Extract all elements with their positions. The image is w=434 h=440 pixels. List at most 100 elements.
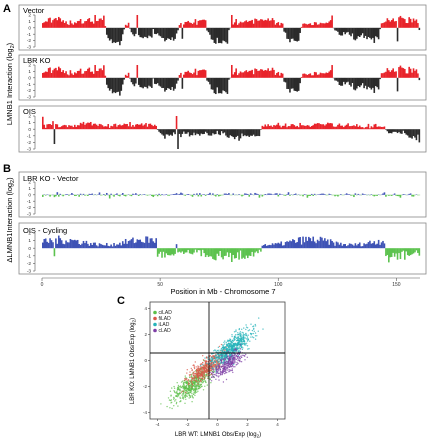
track-lbr-ko-bar	[133, 77, 136, 87]
track-ois-bar	[172, 129, 175, 133]
scatter-point-fiLAD	[199, 370, 201, 372]
scatter-point-ciLAD	[191, 395, 193, 397]
track-vector-bar	[63, 22, 66, 28]
track-ois-cycling-bar	[225, 248, 227, 256]
scatter-point-ciLAD	[170, 395, 172, 397]
legend-swatch-ciLAD	[153, 310, 157, 315]
track-ois-bar	[248, 129, 251, 137]
track-lbr-ko-bar	[49, 67, 51, 78]
scatter-point-cLAD	[240, 355, 242, 357]
track-ois-bars	[42, 116, 421, 149]
track-ois-cycling-bar	[404, 248, 406, 260]
track-lbr-ko-bar	[319, 72, 322, 78]
track-vector-bar	[213, 27, 216, 43]
scatter-point-cLAD	[246, 356, 248, 358]
track-ois-cycling-bar	[82, 240, 85, 249]
track-vector-bar	[415, 19, 418, 28]
track-lbr-ko-bar	[390, 70, 393, 78]
track-vector-bar	[292, 27, 294, 39]
track-ois-cycling-bar	[220, 248, 223, 258]
scatter-point-fiLAD	[201, 367, 204, 369]
track-ois-bar	[209, 129, 211, 136]
track-ois-bar	[152, 126, 155, 130]
track-ois-cycling-bar	[129, 240, 131, 249]
track-lbr-ko-vector-bar	[44, 194, 47, 196]
track-lbr-ko-vector-bar	[113, 194, 115, 197]
track-vector-bar	[299, 27, 301, 33]
scatter-point-iLAD	[231, 345, 233, 347]
track-vector-bar	[84, 21, 86, 28]
track-ois-bar	[159, 129, 162, 134]
track-lbr-ko-vector-bar	[412, 194, 415, 197]
track-ois-cycling-bar	[409, 248, 412, 256]
scatter-point-fiLAD	[193, 374, 195, 377]
track-vector-bar	[153, 27, 156, 34]
track-lbr-ko-vector-bar	[191, 194, 194, 197]
scatter-point-iLAD	[236, 337, 238, 339]
track-ois-cycling-bar	[181, 248, 184, 252]
track-ois-bar	[267, 124, 269, 130]
scatter-point-iLAD	[231, 335, 233, 338]
scatter-point-ciLAD	[166, 405, 168, 408]
track-vector-bar	[398, 17, 400, 28]
track-ois-cycling-bar	[169, 248, 172, 256]
track-ois-bar	[69, 125, 72, 130]
track-ois-bar	[360, 127, 362, 130]
track-ois-cycling-bar	[372, 243, 374, 249]
track-ois-bar	[185, 129, 188, 134]
track-ois-bar	[229, 129, 232, 136]
track-ois-cycling-bar	[55, 238, 57, 249]
track-ois-bar	[249, 129, 252, 136]
scatter-point-iLAD	[230, 341, 232, 343]
scatter-point-cLAD	[232, 356, 234, 358]
track-ois-cycling-bar	[399, 248, 402, 260]
scatter-point-iLAD	[223, 341, 225, 344]
track-ois-bar	[225, 129, 227, 136]
track-lbr-ko-bar	[267, 68, 269, 78]
track-vector-bar	[188, 22, 191, 28]
track-ois-bar	[203, 129, 205, 134]
track-ois-cycling-bar	[69, 239, 72, 249]
track-ois-cycling-bar	[50, 240, 53, 249]
track-ois-bar	[121, 125, 124, 130]
scatter-point-fiLAD	[216, 361, 218, 363]
track-ois-bar	[168, 129, 171, 136]
track-lbr-ko-vector-bar	[207, 193, 210, 195]
track-lbr-ko-vector-ytick-label: -3	[27, 212, 32, 218]
track-ois-cycling-bar	[146, 236, 149, 249]
track-ois-cycling-bar	[156, 248, 159, 257]
track-ois-bar	[85, 123, 88, 130]
track-vector-bar	[169, 27, 172, 41]
legend-swatch-fiLAD	[153, 316, 157, 321]
track-vector-bar	[124, 24, 127, 28]
track-lbr-ko-bar	[212, 77, 214, 90]
track-ois-cycling-bar	[63, 244, 66, 249]
track-ois-cycling-bar	[369, 240, 371, 249]
track-ois-bar	[212, 129, 214, 134]
track-lbr-ko-vector-bar	[348, 194, 351, 195]
track-lbr-ko-vector-bar	[146, 194, 149, 196]
scatter-point-ciLAD	[188, 376, 191, 379]
track-lbr-ko-bar	[57, 66, 60, 78]
scatter-point-ciLAD	[193, 384, 196, 386]
track-lbr-ko-bar	[246, 72, 249, 78]
scatter-point-ciLAD	[203, 380, 205, 383]
track-vector-bar	[162, 27, 165, 39]
scatter-point-fiLAD	[202, 378, 204, 381]
track-vector-bar	[111, 27, 114, 44]
track-ois-bar	[392, 129, 394, 132]
track-lbr-ko-bar	[412, 68, 415, 78]
scatter-point-cLAD	[222, 381, 225, 383]
track-ois-cycling-bar	[190, 248, 192, 254]
scatter-point-fiLAD	[201, 375, 204, 377]
track-lbr-ko-bar	[268, 70, 271, 78]
track-ois-bar	[136, 124, 139, 130]
scatter-point-iLAD	[253, 327, 255, 330]
track-lbr-ko-vector-label: LBR KO - Vector	[23, 174, 79, 183]
track-lbr-ko-bar	[296, 77, 299, 92]
track-vector-bar	[309, 23, 312, 28]
track-ois-bar	[319, 124, 322, 130]
track-ois-bar	[50, 124, 53, 130]
track-lbr-ko-bar	[140, 77, 143, 88]
track-lbr-ko-bar	[197, 70, 200, 78]
